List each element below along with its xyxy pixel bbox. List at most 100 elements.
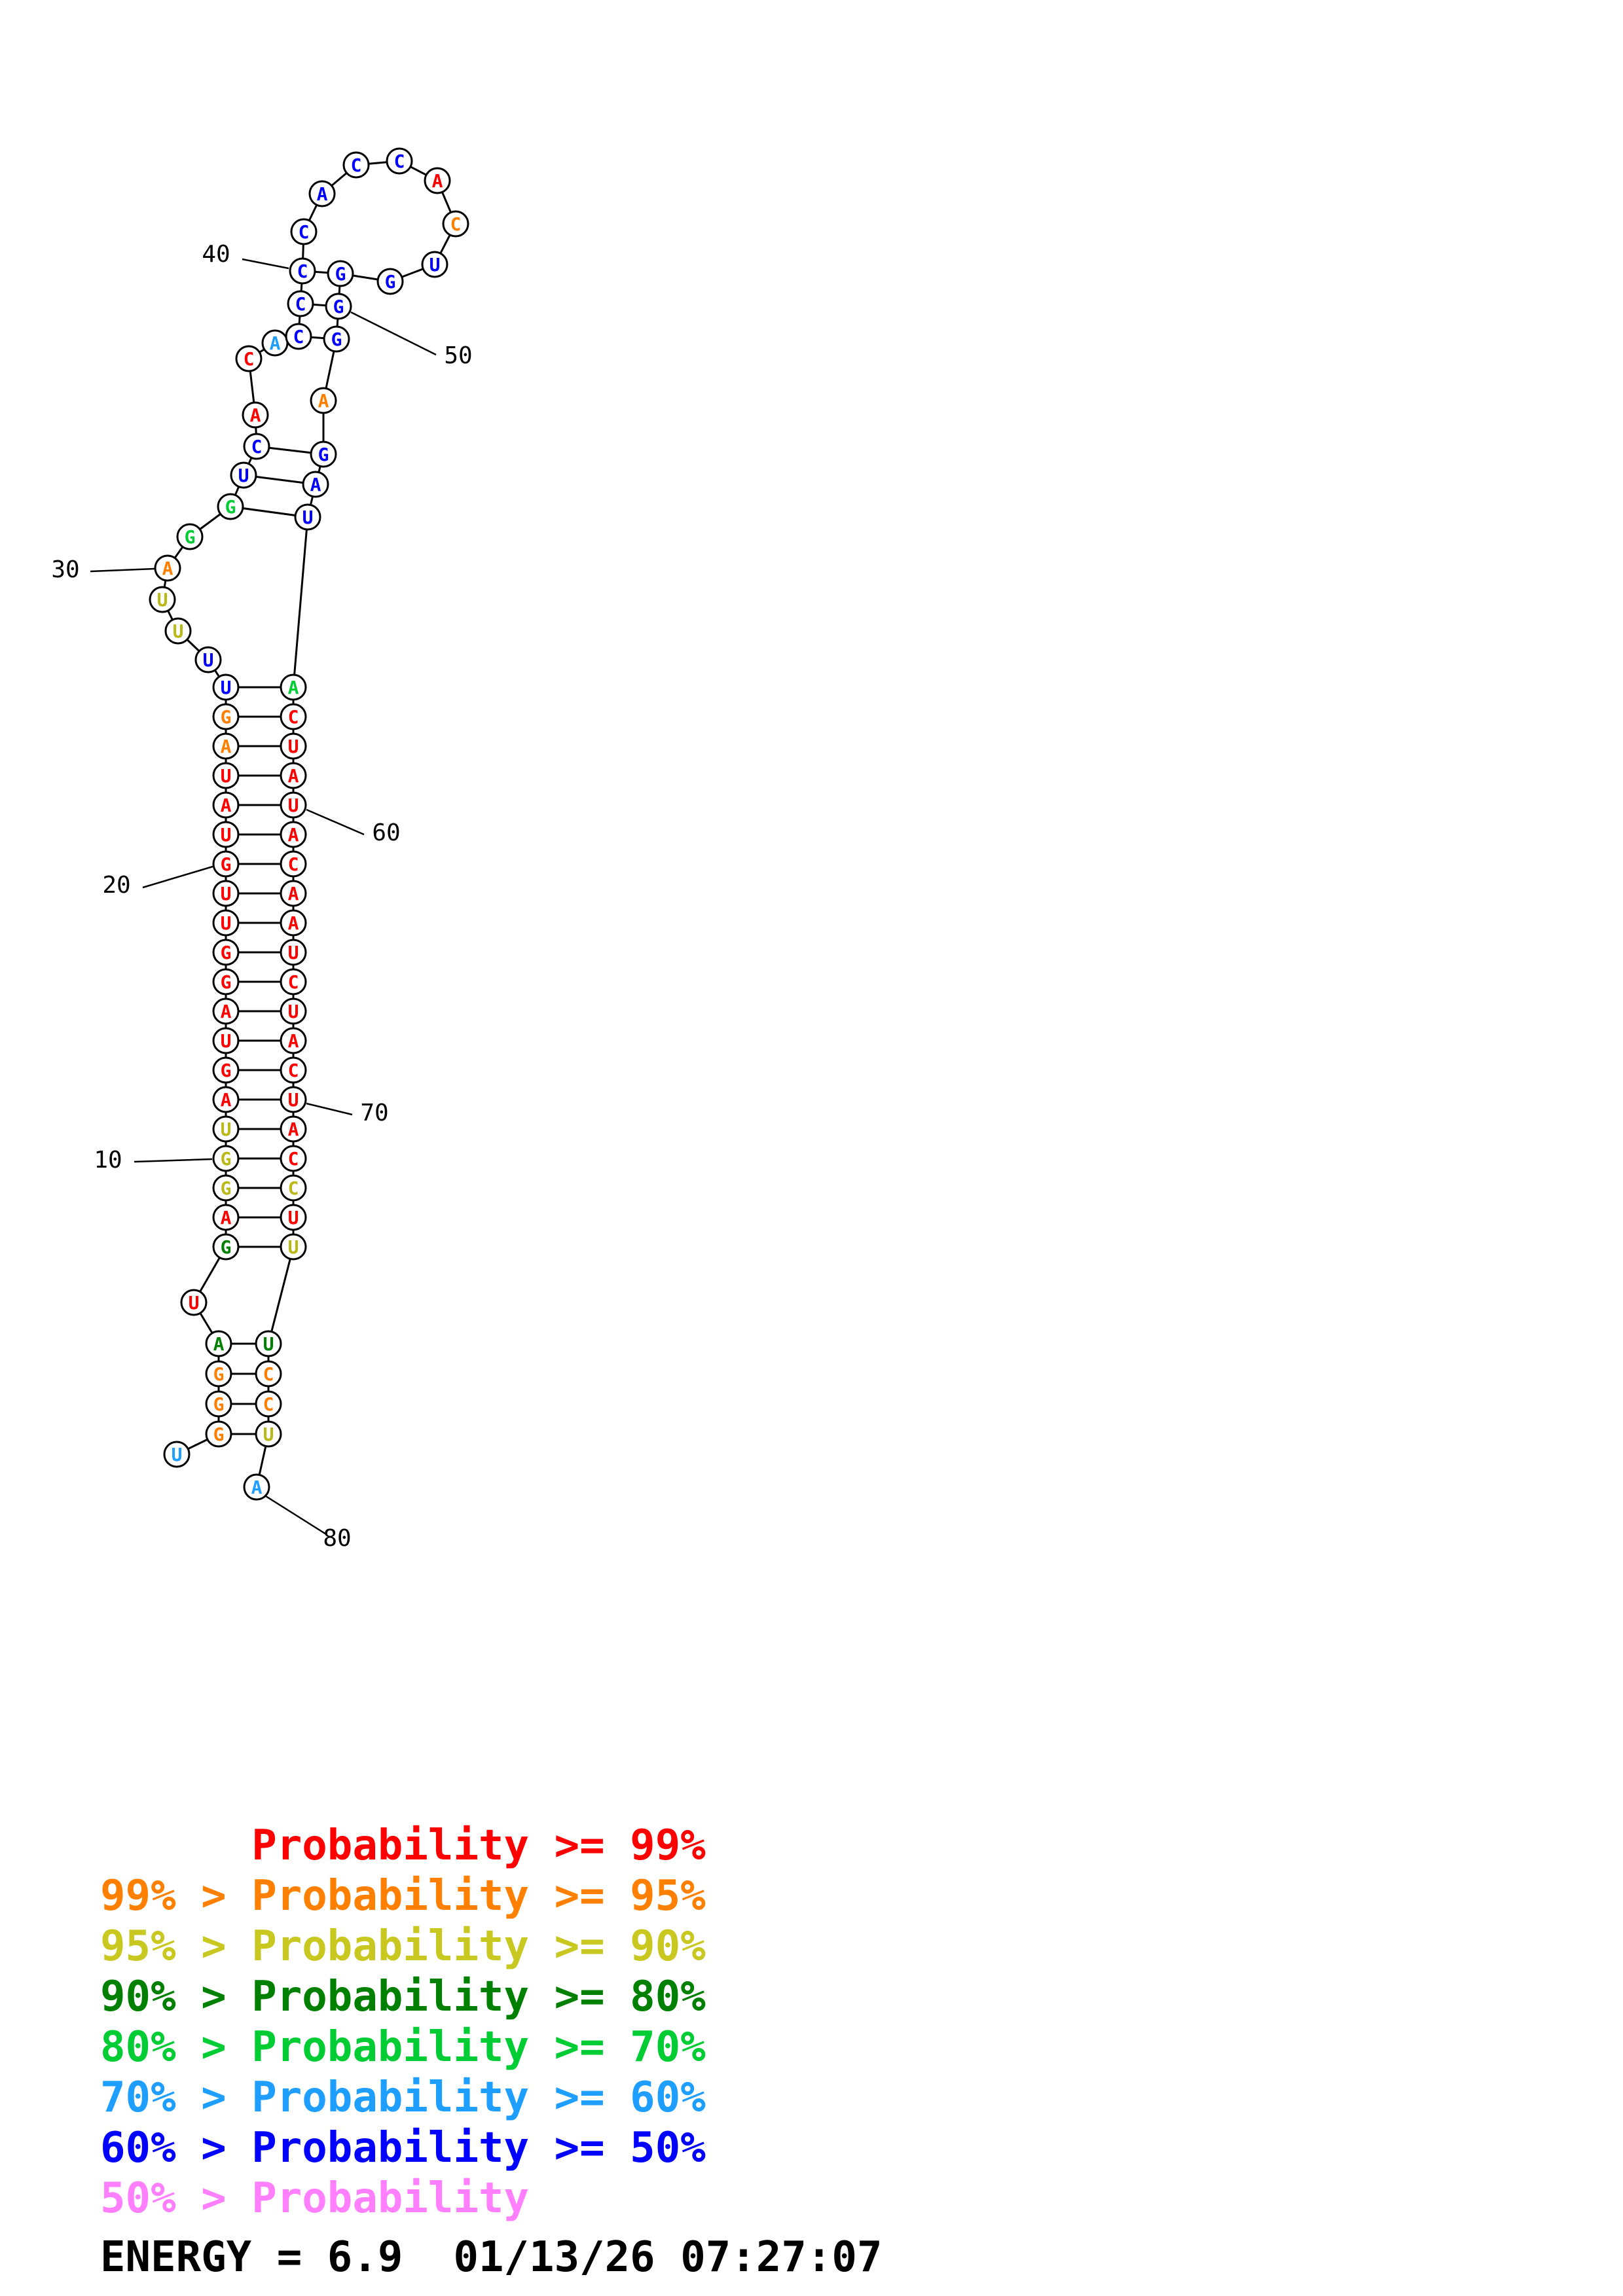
nucleotide-circle <box>235 345 263 372</box>
legend-line: 70% > Probability >= 60% <box>100 2073 706 2122</box>
energy-text: ENERGY = 6.9 01/13/26 07:27:07 <box>100 2233 883 2282</box>
nucleotide-letter: G <box>185 526 196 548</box>
nucleotide-letter: C <box>288 1060 299 1081</box>
nucleotide-letter: U <box>302 507 314 528</box>
nucleotide-letter: A <box>288 824 299 846</box>
nucleotide-letter: C <box>351 154 362 176</box>
backbone-segment <box>267 1246 295 1344</box>
nucleotide-letter: G <box>333 296 344 317</box>
backbone-segment <box>292 516 309 688</box>
nucleotide-circle <box>294 503 321 531</box>
nucleotide-letter: A <box>288 1119 299 1140</box>
nucleotide-letter: U <box>288 736 299 757</box>
nucleotide-circle <box>212 673 240 701</box>
nucleotide-circle <box>217 493 244 520</box>
nucleotide-letter: G <box>221 853 232 875</box>
nucleotide-circle <box>212 850 240 878</box>
nucleotide-letter: U <box>288 1089 299 1111</box>
nucleotide-circle <box>212 762 240 789</box>
nucleotide-circle <box>280 762 307 789</box>
label-leader-line <box>350 311 437 356</box>
nucleotide-circle <box>212 1145 240 1172</box>
nucleotide-letter: C <box>263 1393 274 1415</box>
nucleotide-letter: U <box>203 649 214 671</box>
nucleotide-letter: A <box>288 1030 299 1052</box>
nucleotide-letter: C <box>295 293 306 315</box>
nucleotide-letter: G <box>221 706 232 728</box>
nucleotide-circle <box>280 732 307 760</box>
nucleotide-circle <box>180 1289 208 1316</box>
nucleotide-letter: C <box>293 326 304 348</box>
nucleotide-letter: U <box>221 1030 232 1052</box>
position-label: 60 <box>372 819 400 846</box>
nucleotide-circle <box>285 323 312 350</box>
nucleotide-circle <box>212 909 240 937</box>
nucleotide-circle <box>290 218 318 245</box>
legend-line: 90% > Probability >= 80% <box>100 1973 706 2021</box>
nucleotide-letter: G <box>221 971 232 993</box>
nucleotide-letter: C <box>288 1148 299 1170</box>
nucleotide-circle <box>280 909 307 937</box>
nucleotide-letter: A <box>251 1477 263 1498</box>
position-label: 20 <box>102 872 130 899</box>
nucleotide-circle <box>280 997 307 1025</box>
nucleotide-circle <box>280 1145 307 1172</box>
nucleotide-letter: U <box>288 942 299 963</box>
legend-line: 60% > Probability >= 50% <box>100 2124 706 2172</box>
nucleotide-circle <box>212 939 240 966</box>
nucleotide-letter: U <box>221 1119 232 1140</box>
nucleotide-letter: A <box>288 677 299 698</box>
nucleotide-circle <box>280 1115 307 1143</box>
nucleotide-letter: G <box>225 496 236 518</box>
nucleotide-letter: A <box>221 1089 232 1111</box>
nucleotide-letter: U <box>288 1236 299 1258</box>
nucleotide-circle <box>287 290 314 317</box>
label-leader-line <box>142 865 213 889</box>
nucleotide-letter: G <box>221 942 232 963</box>
nucleotide-circle <box>323 325 350 353</box>
nucleotide-letter: C <box>263 1363 274 1385</box>
nucleotide-letter: U <box>221 824 232 846</box>
nucleotide-letter: A <box>270 332 281 354</box>
legend-line: Probability >= 99% <box>100 1821 706 1870</box>
nucleotide-letter: U <box>429 254 441 276</box>
nucleotide-letter: A <box>288 765 299 787</box>
nucleotide-letter: A <box>221 1001 232 1022</box>
nucleotide-circle <box>255 1330 282 1357</box>
nucleotide-circle <box>212 791 240 819</box>
nucleotide-circle <box>280 1174 307 1202</box>
nucleotide-circle <box>163 1441 191 1468</box>
position-label: 50 <box>444 342 472 369</box>
nucleotide-circle <box>205 1330 232 1357</box>
nucleotide-circle <box>289 257 316 285</box>
nucleotide-circle <box>280 821 307 848</box>
nucleotide-circle <box>280 703 307 730</box>
nucleotide-letter: C <box>299 221 310 243</box>
nucleotide-letter: C <box>450 213 462 235</box>
nucleotide-circle <box>310 387 337 414</box>
nucleotide-letter: C <box>288 853 299 875</box>
nucleotide-letter: U <box>263 1424 274 1445</box>
nucleotide-circle <box>212 703 240 730</box>
nucleotide-circle <box>255 1420 282 1448</box>
nucleotide-letter: A <box>221 1207 232 1229</box>
nucleotide-circle <box>164 617 192 645</box>
nucleotide-circle <box>212 821 240 848</box>
nucleotide-circle <box>386 147 413 175</box>
nucleotide-circle <box>176 523 204 550</box>
nucleotide-circle <box>280 673 307 701</box>
nucleotide-letter: A <box>221 795 232 816</box>
label-leader-line <box>265 1495 327 1535</box>
nucleotide-letter: C <box>244 348 255 370</box>
nucleotide-circle <box>280 850 307 878</box>
rna-secondary-structure-diagram: 1020304050607080UGGGAUGAGGUAGUAGGUUGUAUA… <box>51 147 473 1552</box>
legend-line: 80% > Probability >= 70% <box>100 2023 706 2072</box>
nucleotide-circle <box>212 1056 240 1084</box>
nucleotide-circle <box>255 1360 282 1388</box>
nucleotide-circle <box>280 791 307 819</box>
nucleotide-circle <box>442 210 469 238</box>
nucleotide-letter: A <box>310 474 321 495</box>
nucleotide-circle <box>212 1027 240 1054</box>
nucleotide-circle <box>194 646 222 673</box>
nucleotide-circle <box>212 1204 240 1231</box>
